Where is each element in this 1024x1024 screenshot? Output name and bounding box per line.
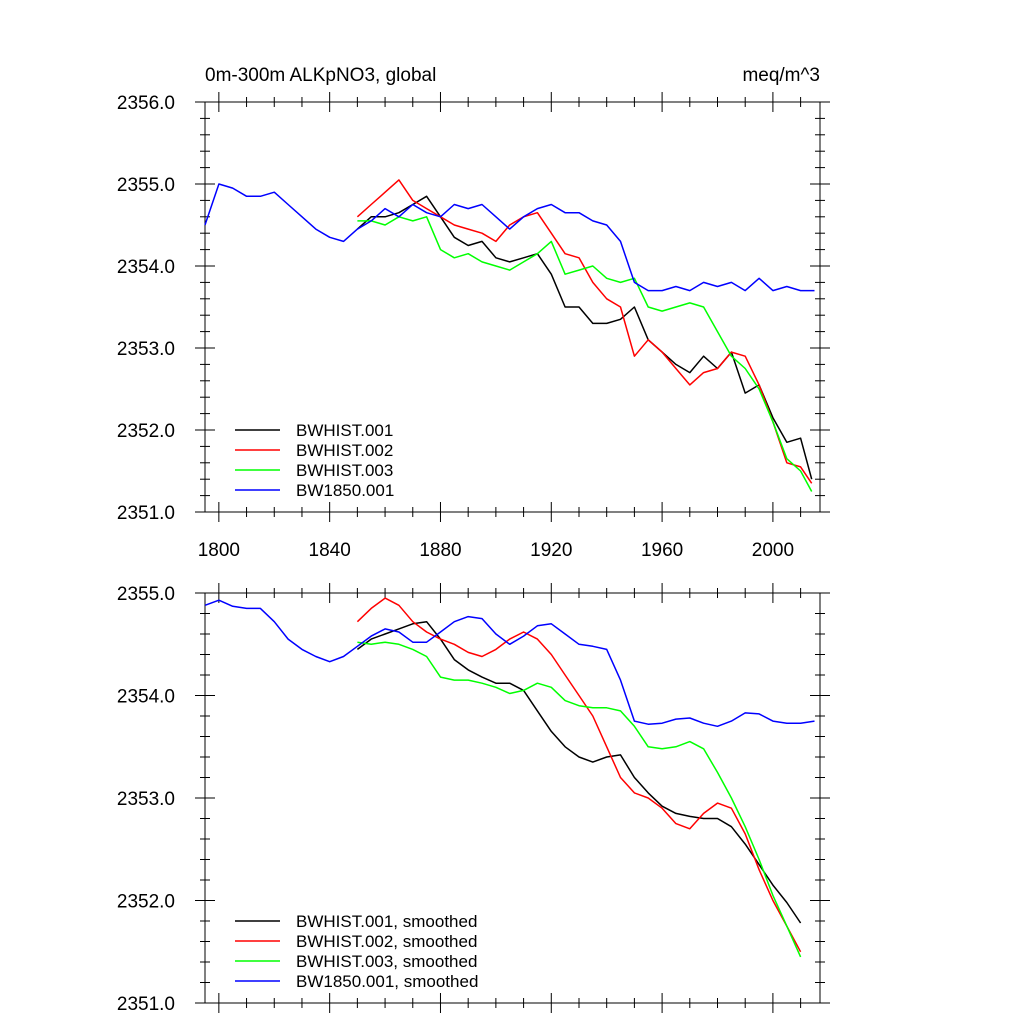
legend-label: BW1850.001 xyxy=(296,481,394,500)
x-tick-label: 1880 xyxy=(419,540,461,561)
y-tick-label: 2352.0 xyxy=(117,892,175,913)
top-series-lines xyxy=(204,179,815,492)
top-axis-ticks: 1800 1840 1880 1920 1960 2000 2351.0 2352.0 2353… xyxy=(117,92,830,561)
bottom-panel: 2351.0 2352.0 2353.0 2354.0 2355.0 BWHIST.00… xyxy=(117,583,830,1015)
bottom-series-lines xyxy=(204,597,815,958)
y-tick-label: 2352.0 xyxy=(117,421,175,442)
y-tick-label: 2356.0 xyxy=(117,93,175,114)
top-plot-frame xyxy=(204,101,821,513)
legend-label: BWHIST.001, smoothed xyxy=(296,912,477,931)
legend-label: BWHIST.002, smoothed xyxy=(296,932,477,951)
y-tick-label: 2353.0 xyxy=(117,789,175,810)
y-tick-label: 2351.0 xyxy=(117,994,175,1015)
series-line-bwhist-002-smoothed xyxy=(356,597,802,953)
legend-label: BWHIST.003, smoothed xyxy=(296,952,477,971)
x-tick-label: 1920 xyxy=(530,540,572,561)
x-tick-label: 1840 xyxy=(309,540,351,561)
series-line-bwhist-001-smoothed xyxy=(356,620,802,924)
series-line-bwhist-001 xyxy=(356,195,813,480)
series-line-bwhist-003-smoothed xyxy=(357,641,802,958)
bottom-axis-ticks: 2351.0 2352.0 2353.0 2354.0 2355.0 xyxy=(117,583,830,1015)
y-tick-label: 2355.0 xyxy=(117,584,175,605)
x-tick-label: 1960 xyxy=(641,540,683,561)
series-line-bwhist-002 xyxy=(356,179,813,484)
x-tick-label: 2000 xyxy=(752,540,794,561)
series-line-bw1850-001 xyxy=(204,183,815,292)
series-line-bwhist-003 xyxy=(357,216,813,492)
y-tick-label: 2351.0 xyxy=(117,503,175,524)
top-panel: 0m-300m ALKpNO3, global meq/m^3 1800 1840… xyxy=(117,65,830,561)
chart-title-left: 0m-300m ALKpNO3, global xyxy=(205,65,436,86)
y-tick-label: 2354.0 xyxy=(117,257,175,278)
y-tick-label: 2354.0 xyxy=(117,687,175,708)
legend-label: BW1850.001, smoothed xyxy=(296,972,478,991)
series-line-bw1850-001-smoothed xyxy=(204,599,815,728)
legend-label: BWHIST.001 xyxy=(296,421,393,440)
x-tick-label: 1800 xyxy=(198,540,240,561)
y-tick-label: 2353.0 xyxy=(117,339,175,360)
legend-label: BWHIST.003 xyxy=(296,461,393,480)
legend-label: BWHIST.002 xyxy=(296,441,393,460)
chart-title-right: meq/m^3 xyxy=(742,65,820,86)
y-tick-label: 2355.0 xyxy=(117,175,175,196)
